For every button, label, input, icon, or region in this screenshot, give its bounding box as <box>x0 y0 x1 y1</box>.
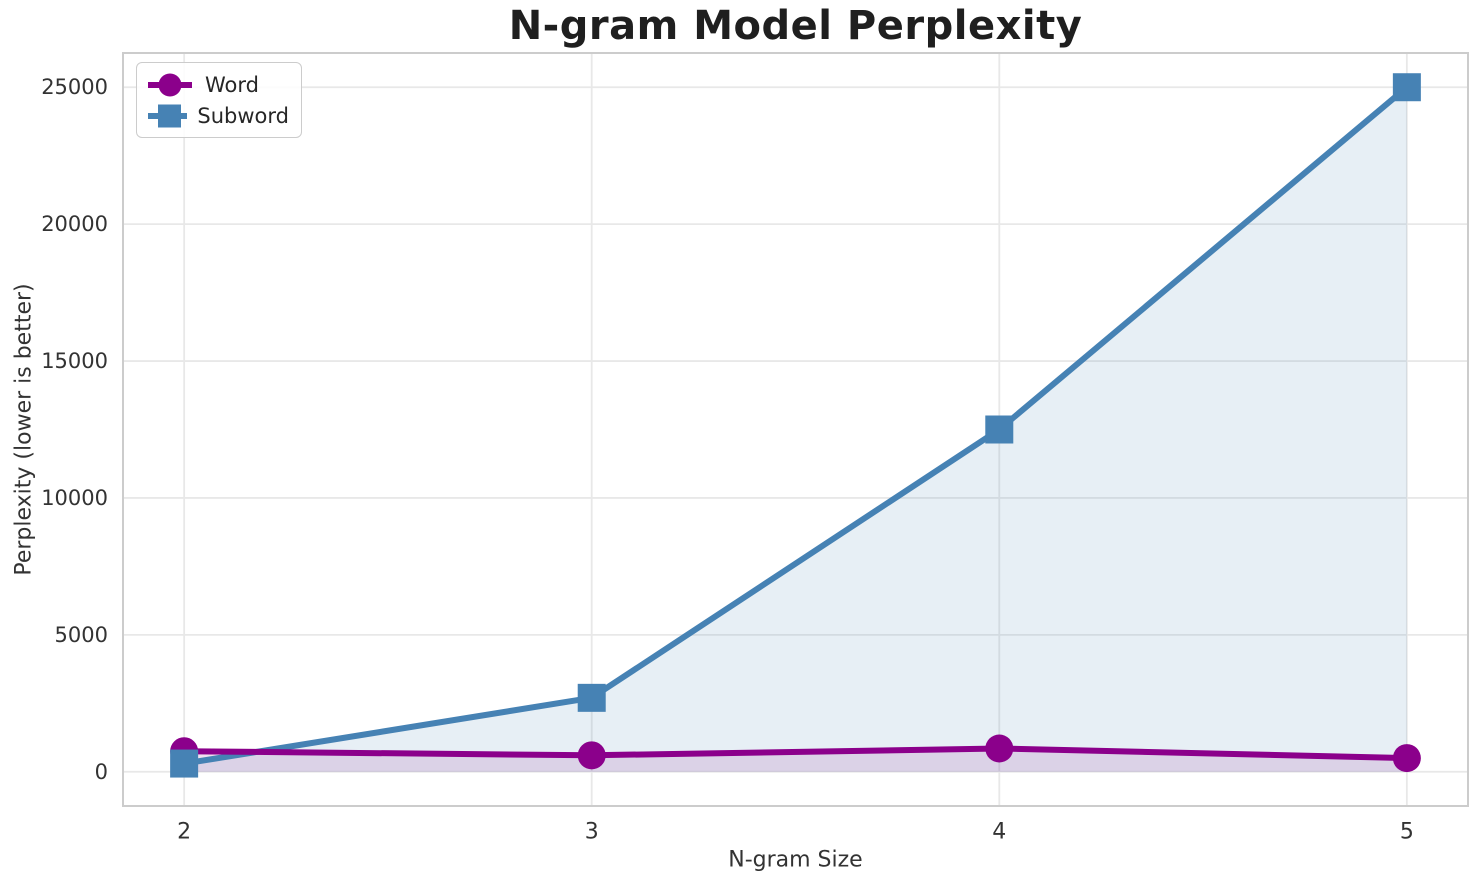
x-tick-label: 5 <box>1400 820 1414 845</box>
subword-point <box>985 415 1014 444</box>
y-axis-label: Perplexity (lower is better) <box>12 283 37 575</box>
y-tick-label: 10000 <box>41 486 108 510</box>
legend-item-subword: Subword <box>145 101 289 130</box>
subword-area-fill <box>184 87 1407 772</box>
legend: Word Subword <box>136 62 302 138</box>
x-tick-label: 4 <box>992 820 1006 845</box>
subword-point <box>1392 73 1421 102</box>
legend-item-word: Word <box>145 70 289 99</box>
plot-frame <box>122 52 1469 807</box>
y-tick-label: 20000 <box>41 212 108 236</box>
plot-background <box>123 53 1468 806</box>
x-tick-label: 2 <box>177 820 191 845</box>
word-point <box>1392 744 1421 773</box>
x-tick-label: 3 <box>585 820 599 845</box>
subword-line <box>181 84 1410 767</box>
legend-label-subword: Subword <box>197 103 289 128</box>
word-circle-marker <box>158 73 182 96</box>
legend-label-word: Word <box>205 72 259 97</box>
word-point <box>577 741 606 770</box>
chart-title: N-gram Model Perplexity <box>508 3 1083 49</box>
subword-marker-icon <box>148 104 188 127</box>
word-line <box>181 745 1410 762</box>
y-tick-label: 15000 <box>41 349 108 373</box>
y-tick-label: 25000 <box>41 75 108 99</box>
word-marker-icon <box>148 73 192 96</box>
subword-point <box>170 749 199 778</box>
y-tick-label: 5000 <box>55 623 108 647</box>
subword-square-marker <box>158 104 181 127</box>
y-tick-label: 0 <box>95 760 108 784</box>
word-point <box>985 734 1014 763</box>
subword-point <box>577 683 606 712</box>
x-axis-label: N-gram Size <box>728 848 862 873</box>
